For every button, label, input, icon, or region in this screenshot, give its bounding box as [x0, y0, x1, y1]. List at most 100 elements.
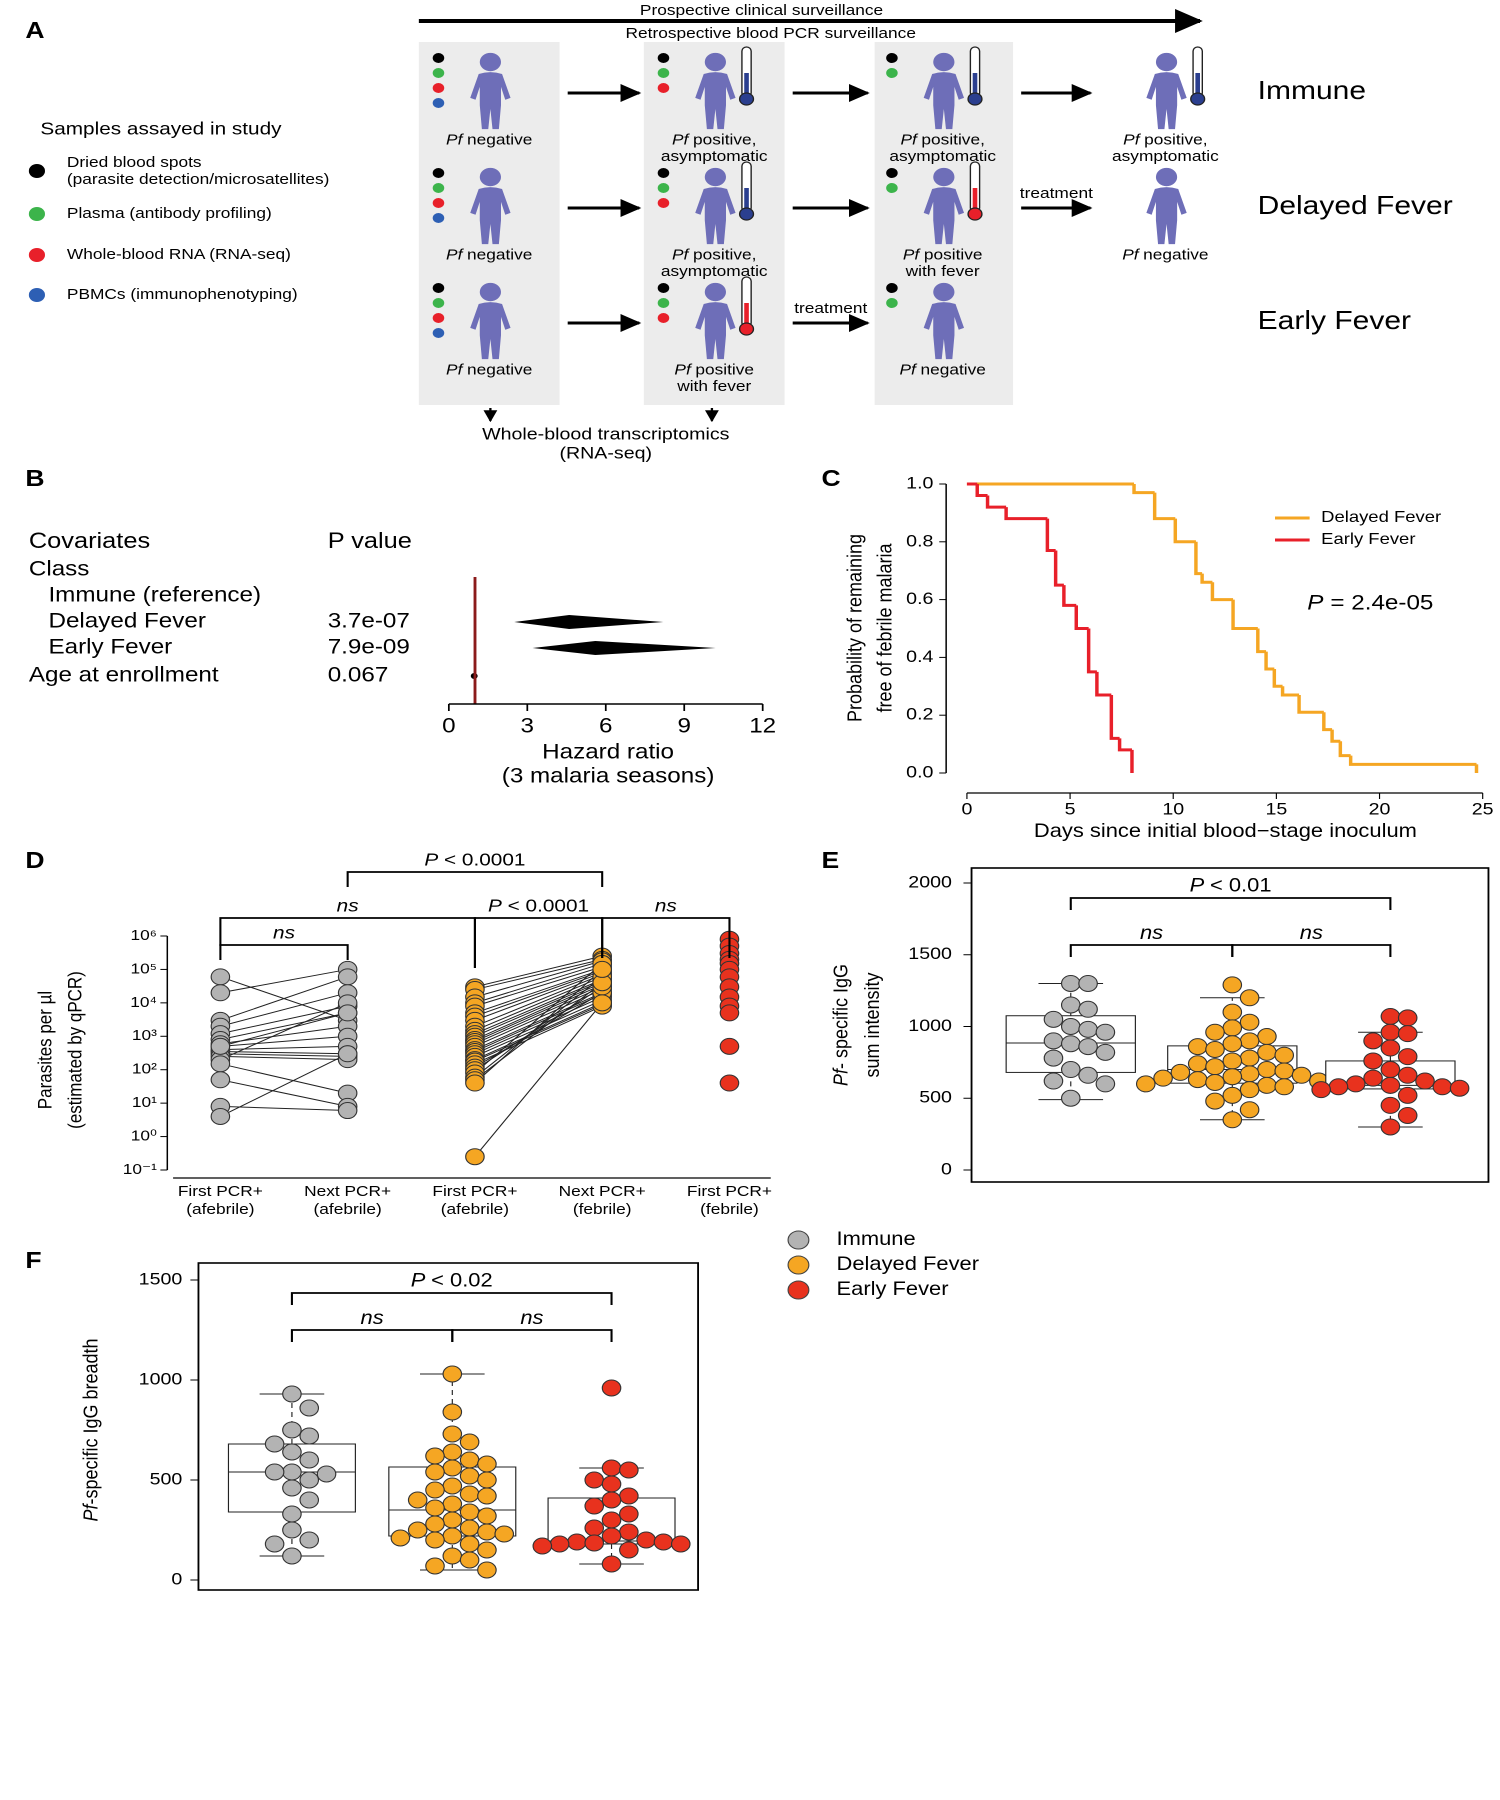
- bracket-label: ns: [1300, 922, 1323, 943]
- pair-line: [474, 968, 603, 1014]
- data-point: [1239, 989, 1260, 1007]
- data-point: [601, 1555, 622, 1573]
- data-point: [1328, 1078, 1349, 1096]
- timeline-label: Retrospective blood PCR surveillance: [626, 25, 916, 42]
- stage-label: Pf negative: [446, 132, 532, 149]
- stage-label: Pf positive: [903, 247, 983, 264]
- data-point: [459, 1467, 480, 1485]
- sample-dot: [28, 164, 45, 178]
- data-point: [407, 1521, 428, 1539]
- data-point: [584, 1471, 605, 1489]
- y-axis-label: Probability of remaining: [843, 534, 867, 722]
- data-point: [459, 1519, 480, 1537]
- italic-symbol: P: [1190, 875, 1205, 896]
- covariate-label: Class: [29, 556, 90, 580]
- data-point: [337, 1102, 358, 1120]
- samples-title: Samples assayed in study: [40, 119, 281, 139]
- legend-label: Early Fever: [1321, 529, 1416, 548]
- bracket-label: ns: [655, 896, 677, 916]
- pair-line: [220, 1045, 348, 1051]
- survival-step: [1280, 686, 1300, 697]
- italic-symbol: P: [1307, 590, 1323, 614]
- data-point: [592, 994, 613, 1012]
- data-point: [653, 1533, 674, 1551]
- data-point: [442, 1477, 463, 1495]
- data-point: [1380, 1061, 1401, 1079]
- survival-step: [1322, 712, 1333, 732]
- bracket: [219, 917, 476, 968]
- sample-dot: [432, 83, 445, 93]
- bracket: [1069, 944, 1234, 957]
- x-tick-label: Next PCR+: [304, 1183, 391, 1200]
- data-point: [442, 1403, 463, 1421]
- data-point: [1257, 1043, 1277, 1061]
- y-axis-label: Pf-specific IgG breadth: [80, 1339, 104, 1522]
- data-point: [601, 1475, 622, 1493]
- x-tick-label: 9: [677, 713, 690, 737]
- data-point: [1205, 1023, 1225, 1041]
- pair-line: [220, 992, 348, 1027]
- data-point: [1043, 1049, 1064, 1067]
- pair-line: [220, 1105, 348, 1112]
- data-point: [299, 1451, 320, 1469]
- pair-line: [474, 993, 603, 1052]
- stage-label: with fever: [676, 378, 752, 395]
- bracket-label: P < 0.0001: [424, 850, 525, 870]
- stage-label-text: positive,: [693, 247, 756, 264]
- data-point: [1060, 974, 1081, 992]
- italic-symbol: Pf: [900, 362, 918, 379]
- data-point: [1078, 1020, 1098, 1038]
- data-point: [442, 1511, 463, 1529]
- stage-label-text: positive,: [693, 132, 756, 149]
- data-point: [619, 1461, 639, 1479]
- data-point: [425, 1515, 445, 1533]
- sample-dot: [886, 183, 898, 193]
- stage-label-text: negative: [1143, 247, 1208, 264]
- sample-dot: [432, 168, 445, 178]
- y-tick-label: 10⁰: [131, 1128, 157, 1145]
- data-point: [390, 1529, 411, 1547]
- survival-step: [1004, 507, 1048, 521]
- y-tick-label: 1500: [139, 1269, 183, 1288]
- data-point: [1239, 1013, 1260, 1031]
- bracket: [290, 1329, 454, 1342]
- y-tick-label: 0: [941, 1159, 952, 1178]
- x-tick-label: First PCR+: [432, 1183, 517, 1200]
- legend-label: Immune: [837, 1228, 916, 1249]
- pair-line: [474, 976, 603, 1031]
- x-tick-label: First PCR+: [178, 1183, 263, 1200]
- italic-symbol: P: [411, 1270, 426, 1291]
- thermometer-bulb: [738, 207, 755, 221]
- italic-symbol: Pf: [446, 247, 464, 264]
- x-tick-label: 15: [1265, 799, 1287, 818]
- sample-label: (parasite detection/microsatellites): [67, 171, 330, 188]
- child-icon: [1146, 167, 1187, 245]
- x-tick-label: First PCR+: [687, 1183, 772, 1200]
- pair-line: [220, 1055, 348, 1061]
- bracket-label: ns: [273, 923, 295, 943]
- y-tick-label: 0.8: [906, 531, 933, 550]
- y-axis-label-text: - specific IgG: [830, 964, 854, 1069]
- data-point: [299, 1471, 320, 1489]
- stage-label-text: positive,: [921, 132, 984, 149]
- data-point: [299, 1399, 320, 1417]
- data-point: [282, 1385, 302, 1403]
- data-point: [465, 1074, 485, 1092]
- panel-label: F: [25, 1249, 41, 1274]
- data-point: [442, 1459, 463, 1477]
- p-value: 7.9e-09: [328, 634, 410, 658]
- sample-label: Whole-blood RNA (RNA-seq): [67, 246, 291, 263]
- pair-line: [474, 976, 603, 1078]
- data-point: [1363, 1032, 1383, 1050]
- data-point: [210, 1071, 231, 1089]
- y-tick-label: 10¹: [132, 1094, 158, 1111]
- stage-label-text: positive: [924, 247, 983, 264]
- y-tick-label: 10⁶: [131, 927, 157, 944]
- survival-step: [1173, 518, 1196, 544]
- x-tick-label: (febrile): [573, 1201, 632, 1218]
- pair-line: [474, 966, 603, 1007]
- x-tick-label: (afebrile): [441, 1201, 509, 1218]
- covariate-label: Immune (reference): [48, 582, 261, 606]
- sample-dot: [432, 328, 445, 338]
- data-point: [1187, 1071, 1208, 1089]
